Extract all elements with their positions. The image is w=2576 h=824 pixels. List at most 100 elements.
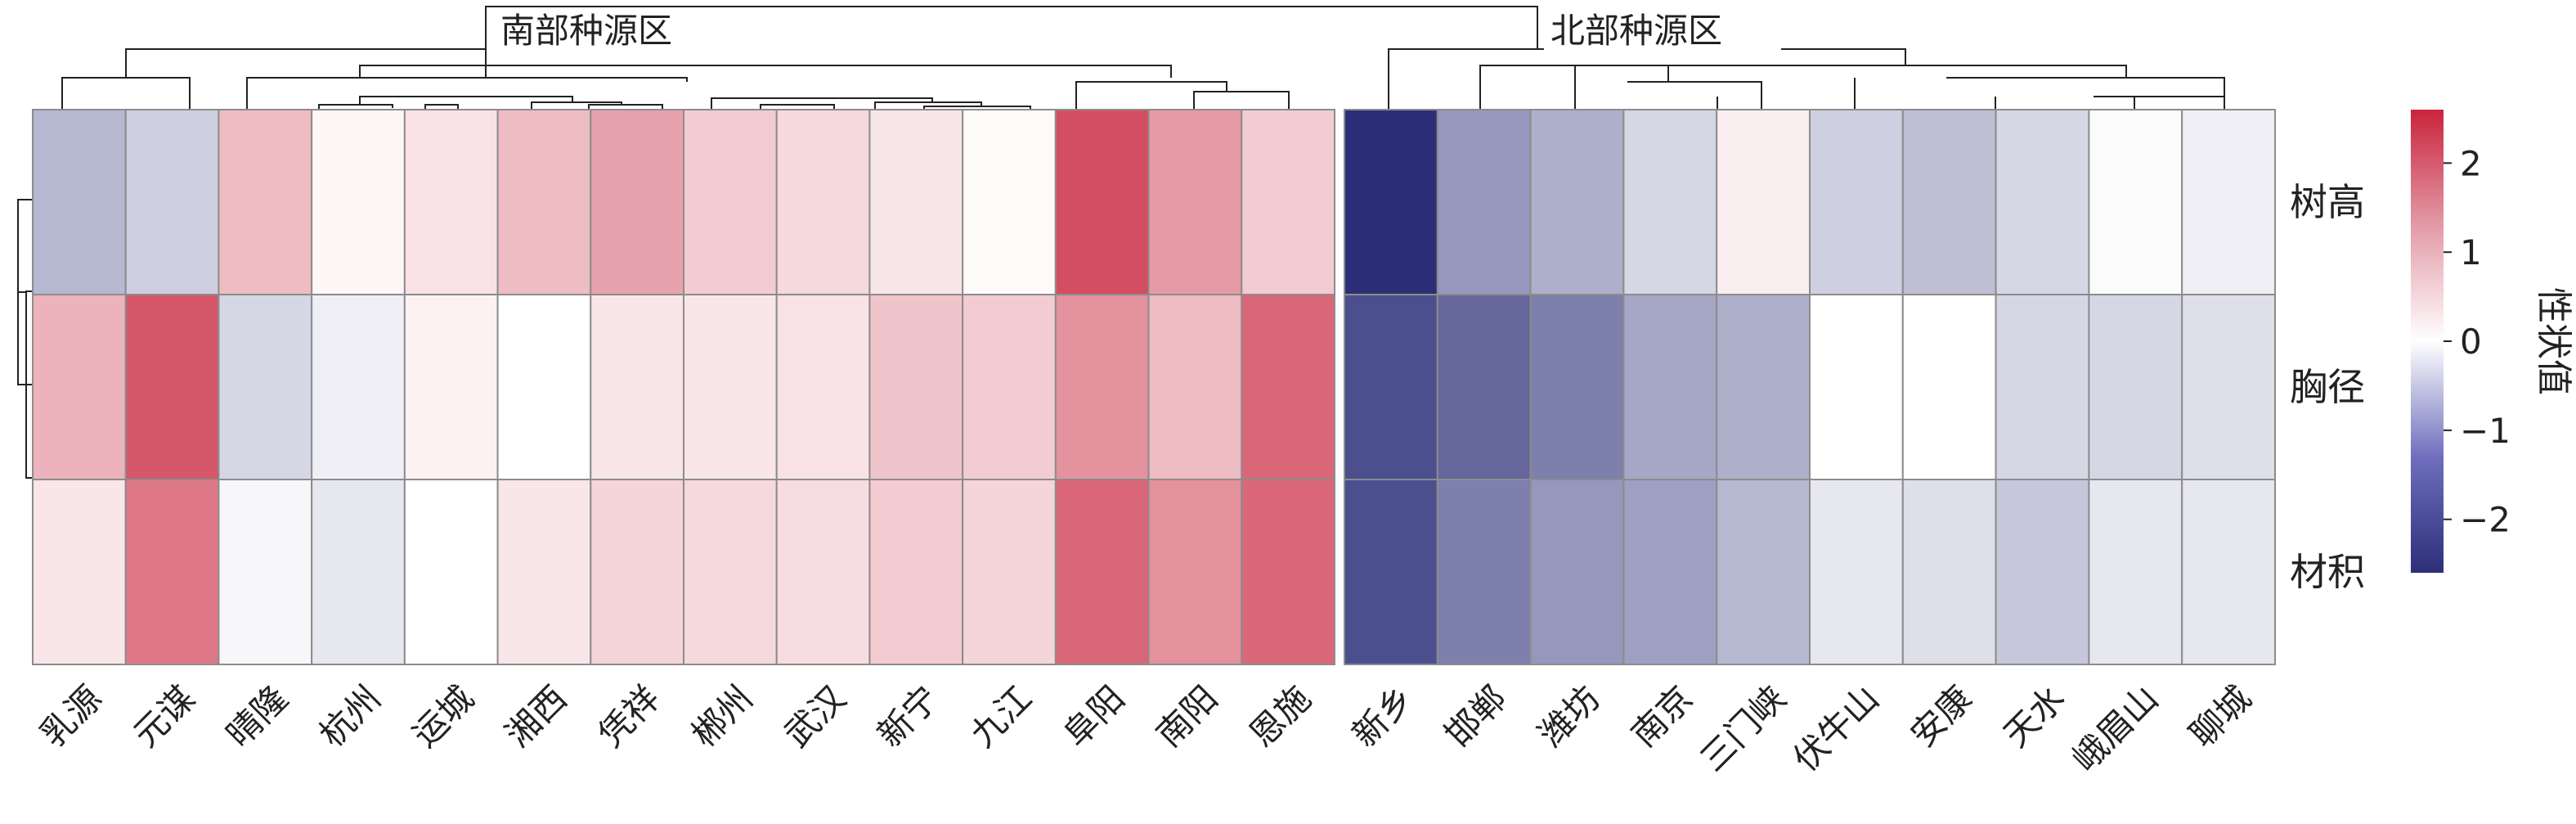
colorbar-tick-label: 1 <box>2460 232 2482 272</box>
group-label-north: 北部种源区 <box>1551 11 1722 51</box>
heatmap-cell-湘西-胸径 <box>496 294 592 480</box>
heatmap-cell-安康-树高 <box>1901 109 1997 295</box>
heatmap-cell-恩施-材积 <box>1241 479 1336 665</box>
heatmap-cell-凭祥-胸径 <box>590 294 684 480</box>
heatmap-cell-湘西-树高 <box>496 109 592 295</box>
column-label: 元谋 <box>126 678 203 754</box>
heatmap-panel-north <box>1344 109 2276 665</box>
heatmap-cell-晴隆-材积 <box>218 479 313 665</box>
row-label: 树高 <box>2290 180 2365 224</box>
heatmap-cell-郴州-树高 <box>683 109 778 295</box>
heatmap-cell-峨眉山-胸径 <box>2088 294 2183 480</box>
heatmap-cell-新乡-树高 <box>1344 109 1438 295</box>
column-label: 九江 <box>963 678 1039 754</box>
heatmap-cell-乳源-树高 <box>32 109 127 295</box>
heatmap-cell-乳源-胸径 <box>32 294 127 480</box>
heatmap-cell-恩施-胸径 <box>1241 294 1336 480</box>
heatmap-cell-潍坊-胸径 <box>1529 294 1625 480</box>
heatmap-cell-元谋-胸径 <box>124 294 220 480</box>
heatmap-panel-south <box>32 109 1336 665</box>
column-label: 杭州 <box>312 678 388 754</box>
heatmap-cell-运城-材积 <box>403 479 499 665</box>
column-label: 运城 <box>405 678 482 754</box>
heatmap-cell-凭祥-树高 <box>590 109 684 295</box>
heatmap-cell-湘西-材积 <box>496 479 592 665</box>
heatmap-cell-聊城-胸径 <box>2181 294 2276 480</box>
column-label: 阜阳 <box>1056 678 1133 754</box>
column-label: 聊城 <box>2182 678 2259 754</box>
heatmap-cell-邯郸-胸径 <box>1436 294 1532 480</box>
heatmap-cell-安康-材积 <box>1901 479 1997 665</box>
heatmap-cell-郴州-胸径 <box>683 294 778 480</box>
heatmap-cell-潍坊-树高 <box>1529 109 1625 295</box>
column-label: 南阳 <box>1148 678 1225 754</box>
heatmap-cell-三门峡-胸径 <box>1716 294 1811 480</box>
column-label: 安康 <box>1903 678 1980 754</box>
heatmap-cell-新乡-胸径 <box>1344 294 1438 480</box>
column-label: 南京 <box>1623 678 1700 754</box>
colorbar-ticks: 2 1 0 −1 −2 <box>2444 143 2511 540</box>
heatmap-cell-运城-树高 <box>403 109 499 295</box>
row-label: 材积 <box>2290 550 2365 594</box>
heatmap-cell-元谋-材积 <box>124 479 220 665</box>
column-label: 邯郸 <box>1438 678 1515 754</box>
column-label: 凭祥 <box>590 678 667 754</box>
heatmap-cell-恩施-树高 <box>1241 109 1336 295</box>
column-label: 潍坊 <box>1531 678 1608 754</box>
heatmap-cell-晴隆-树高 <box>218 109 313 295</box>
heatmap-cell-武汉-树高 <box>775 109 871 295</box>
column-label: 峨眉山 <box>2065 678 2166 779</box>
colorbar-label: 性状值 <box>2533 287 2574 395</box>
heatmap-cell-九江-树高 <box>962 109 1057 295</box>
heatmap-cell-聊城-树高 <box>2181 109 2276 295</box>
row-label: 胸径 <box>2290 365 2365 409</box>
heatmap-cell-南京-材积 <box>1622 479 1718 665</box>
heatmap-cell-晴隆-胸径 <box>218 294 313 480</box>
heatmap-cell-九江-胸径 <box>962 294 1057 480</box>
heatmap-cell-邯郸-材积 <box>1436 479 1532 665</box>
heatmap-cell-三门峡-材积 <box>1716 479 1811 665</box>
heatmap-cell-伏牛山-材积 <box>1809 479 1904 665</box>
column-dendrogram-north <box>1388 48 2225 110</box>
heatmap-cell-乳源-材积 <box>32 479 127 665</box>
heatmap-cell-凭祥-材积 <box>590 479 684 665</box>
heatmap-cell-郴州-材积 <box>683 479 778 665</box>
heatmap-cell-天水-树高 <box>1995 109 2090 295</box>
colorbar: 2 1 0 −1 −2 性状值 <box>2411 110 2574 573</box>
heatmap-cell-新乡-材积 <box>1344 479 1438 665</box>
column-label: 新宁 <box>869 678 946 754</box>
colorbar-tick-label: 0 <box>2460 322 2482 362</box>
column-label: 三门峡 <box>1692 678 1793 779</box>
colorbar-tick-label: 2 <box>2460 143 2482 183</box>
colorbar-gradient <box>2411 110 2444 573</box>
heatmap-cell-杭州-树高 <box>311 109 406 295</box>
column-label: 伏牛山 <box>1785 678 1887 779</box>
colorbar-tick-label: −1 <box>2460 411 2511 451</box>
heatmap-cell-阜阳-材积 <box>1054 479 1150 665</box>
heatmap-cell-南阳-材积 <box>1147 479 1243 665</box>
heatmap-cell-天水-材积 <box>1995 479 2090 665</box>
heatmap-cell-阜阳-胸径 <box>1054 294 1150 480</box>
heatmap-cell-阜阳-树高 <box>1054 109 1150 295</box>
heatmap-cell-潍坊-材积 <box>1529 479 1625 665</box>
heatmap-cell-杭州-材积 <box>311 479 406 665</box>
heatmap-cell-南京-树高 <box>1622 109 1718 295</box>
top-dendrogram-root <box>485 6 1538 49</box>
heatmap-cell-武汉-材积 <box>775 479 871 665</box>
column-labels: 乳源 元谋 晴隆 杭州 运城 湘西 凭祥 郴州 武汉 新宁 九江 阜阳 南阳 恩施 新乡 邯郸 潍坊 南京三门峡伏… <box>33 678 2259 779</box>
group-label-south: 南部种源区 <box>500 11 672 51</box>
column-label: 郴州 <box>684 678 761 754</box>
heatmap-cell-南阳-树高 <box>1147 109 1243 295</box>
heatmap-cell-武汉-胸径 <box>775 294 871 480</box>
column-label: 新乡 <box>1344 678 1421 754</box>
column-label: 恩施 <box>1241 678 1318 754</box>
heatmap-cell-天水-胸径 <box>1995 294 2090 480</box>
column-label: 晴隆 <box>218 678 295 754</box>
heatmap-cell-杭州-胸径 <box>311 294 406 480</box>
heatmap-cell-伏牛山-胸径 <box>1809 294 1904 480</box>
heatmap-cell-聊城-材积 <box>2181 479 2276 665</box>
heatmap-cell-新宁-材积 <box>868 479 964 665</box>
row-dendrogram <box>17 199 33 479</box>
